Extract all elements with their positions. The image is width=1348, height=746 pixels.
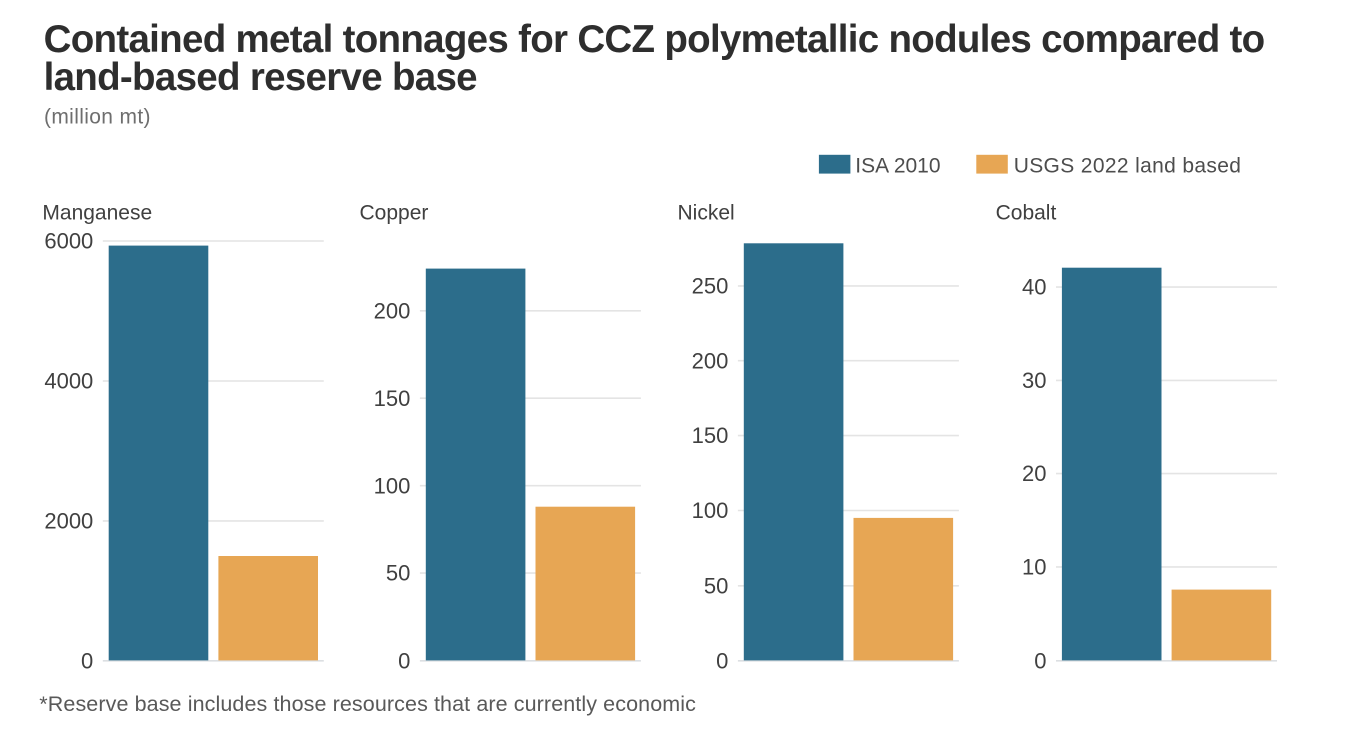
svg-text:50: 50 [386,561,410,586]
svg-text:USGS 2022 land based: USGS 2022 land based [1014,155,1242,178]
svg-text:20: 20 [1022,461,1046,486]
svg-text:250: 250 [692,274,729,299]
svg-text:Copper: Copper [360,202,429,225]
svg-text:0: 0 [81,648,93,673]
svg-text:50: 50 [704,573,728,598]
svg-text:100: 100 [692,498,729,523]
svg-text:Nickel: Nickel [678,202,735,225]
svg-text:4000: 4000 [44,369,93,394]
svg-text:0: 0 [1034,648,1046,673]
svg-text:(million mt): (million mt) [44,105,151,128]
svg-text:10: 10 [1022,555,1046,580]
svg-text:6000: 6000 [44,229,93,254]
svg-text:Contained metal tonnages for C: Contained metal tonnages for CCZ polymet… [44,18,1265,61]
svg-text:Manganese: Manganese [42,202,152,225]
svg-text:40: 40 [1022,275,1046,300]
svg-text:200: 200 [692,348,729,373]
svg-text:200: 200 [374,298,411,323]
svg-text:2000: 2000 [44,509,93,534]
svg-text:150: 150 [374,386,411,411]
svg-text:*Reserve base includes those r: *Reserve base includes those resources t… [39,692,696,716]
svg-text:Cobalt: Cobalt [996,202,1057,225]
svg-text:0: 0 [398,648,410,673]
svg-text:land-based reserve base: land-based reserve base [44,56,478,99]
svg-text:30: 30 [1022,368,1046,393]
svg-text:150: 150 [692,423,729,448]
svg-text:100: 100 [374,473,411,498]
svg-text:0: 0 [716,648,728,673]
svg-text:ISA 2010: ISA 2010 [855,155,940,178]
